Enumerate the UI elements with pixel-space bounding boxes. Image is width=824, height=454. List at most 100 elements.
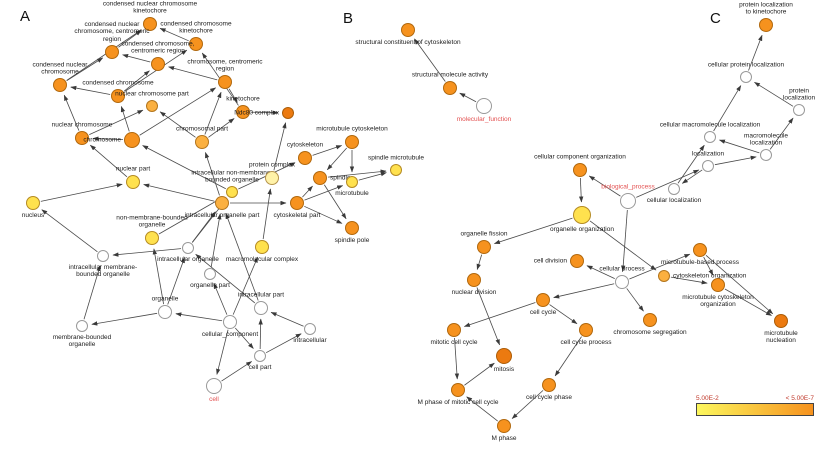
- go-term-node: [615, 275, 629, 289]
- go-term-node: [105, 45, 119, 59]
- go-term-node: [265, 171, 279, 185]
- go-term-node: [467, 273, 481, 287]
- edge-arrow: [466, 396, 498, 422]
- edge-arrow: [719, 139, 760, 154]
- edge-arrow: [158, 196, 224, 235]
- edge-arrow: [118, 30, 142, 48]
- edge-arrow: [304, 205, 343, 224]
- edge-arrow: [589, 220, 657, 271]
- go-term-node: [158, 305, 172, 319]
- edge-arrow: [312, 145, 343, 156]
- go-term-node: [740, 71, 752, 83]
- edge-arrow: [588, 175, 621, 197]
- edge-arrow: [167, 256, 185, 305]
- go-term-node: [124, 132, 140, 148]
- edge-arrow: [63, 94, 80, 131]
- edge-arrow: [175, 312, 223, 322]
- go-term-node: [451, 383, 465, 397]
- go-term-node: [443, 81, 457, 95]
- go-term-node: [536, 293, 550, 307]
- go-term-node: [759, 18, 773, 32]
- go-term-node: [620, 193, 636, 209]
- edge-arrow: [459, 92, 477, 103]
- go-term-node: [693, 243, 707, 257]
- edge-arrow: [414, 38, 446, 82]
- go-term-node: [218, 75, 232, 89]
- edge-arrow: [323, 184, 347, 220]
- edge-arrow: [586, 265, 615, 279]
- go-term-node: [146, 100, 158, 112]
- edge-arrow: [327, 169, 387, 178]
- edge-arrow: [703, 256, 714, 276]
- go-term-node: [76, 320, 88, 332]
- edge-arrow: [41, 209, 98, 253]
- edge-arrow: [476, 254, 483, 270]
- edge-arrow: [554, 336, 582, 377]
- go-term-node: [668, 183, 680, 195]
- legend-labels: 5.00E-2 < 5.00E-7: [696, 395, 814, 402]
- edge-arrow: [83, 265, 101, 320]
- legend-max-label: < 5.00E-7: [785, 395, 814, 402]
- go-term-node: [573, 163, 587, 177]
- edge-arrow: [304, 185, 344, 201]
- edge-arrow: [89, 144, 128, 178]
- edge-arrow: [677, 144, 705, 184]
- edge-arrow: [273, 122, 287, 171]
- edge-arrow: [232, 256, 259, 315]
- edge-arrow: [769, 117, 794, 150]
- go-term-node: [760, 149, 772, 161]
- edge-arrow: [713, 85, 742, 132]
- go-term-node: [236, 105, 250, 119]
- go-term-node: [711, 278, 725, 292]
- edge-arrow: [216, 329, 229, 375]
- edge-arrow: [454, 337, 460, 380]
- edge-arrow: [228, 88, 238, 103]
- go-term-node: [579, 323, 593, 337]
- go-term-node: [497, 419, 511, 433]
- go-term-node: [223, 315, 237, 329]
- go-term-node: [182, 242, 194, 254]
- go-term-node: [254, 301, 268, 315]
- edge-arrow: [463, 302, 536, 327]
- panel-b-label: B: [343, 10, 354, 27]
- go-term-node: [346, 176, 358, 188]
- go-term-node: [573, 206, 591, 224]
- edge-arrow: [476, 287, 500, 346]
- edge-arrow: [270, 311, 304, 327]
- edge-arrow: [112, 248, 182, 257]
- go-term-node: [290, 196, 304, 210]
- edge-arrow: [511, 390, 544, 419]
- go-term-node: [477, 240, 491, 254]
- edge-arrow: [681, 169, 703, 184]
- edge-arrow: [195, 254, 256, 304]
- edge-arrow: [213, 282, 228, 315]
- go-term-node: [774, 314, 788, 328]
- go-term-node: [793, 104, 805, 116]
- pvalue-legend: 5.00E-2 < 5.00E-7: [696, 395, 814, 416]
- edge-arrow: [159, 28, 189, 42]
- go-term-node: [345, 135, 359, 149]
- edge-arrow: [262, 188, 272, 240]
- go-term-node: [496, 348, 512, 364]
- go-term-node: [643, 313, 657, 327]
- edge-arrow: [123, 70, 150, 92]
- edge-arrow: [204, 91, 222, 135]
- edge-arrow: [621, 209, 628, 272]
- edge-arrow: [549, 304, 578, 325]
- edge-arrow: [66, 57, 104, 82]
- edge-arrow: [553, 283, 615, 299]
- edge-arrow: [724, 288, 772, 316]
- edge-arrow: [629, 253, 691, 280]
- edge-arrow: [578, 177, 584, 203]
- edge-arrow: [122, 54, 151, 63]
- go-term-node: [401, 23, 415, 37]
- legend-gradient-bar: [696, 403, 814, 416]
- legend-min-label: 5.00E-2: [696, 395, 719, 402]
- edge-arrow: [493, 217, 573, 244]
- edge-arrow: [250, 110, 279, 115]
- edge-arrow: [66, 29, 142, 81]
- go-term-node: [126, 175, 140, 189]
- go-term-node: [658, 270, 670, 282]
- go-term-node: [97, 250, 109, 262]
- edge-arrow: [168, 66, 218, 81]
